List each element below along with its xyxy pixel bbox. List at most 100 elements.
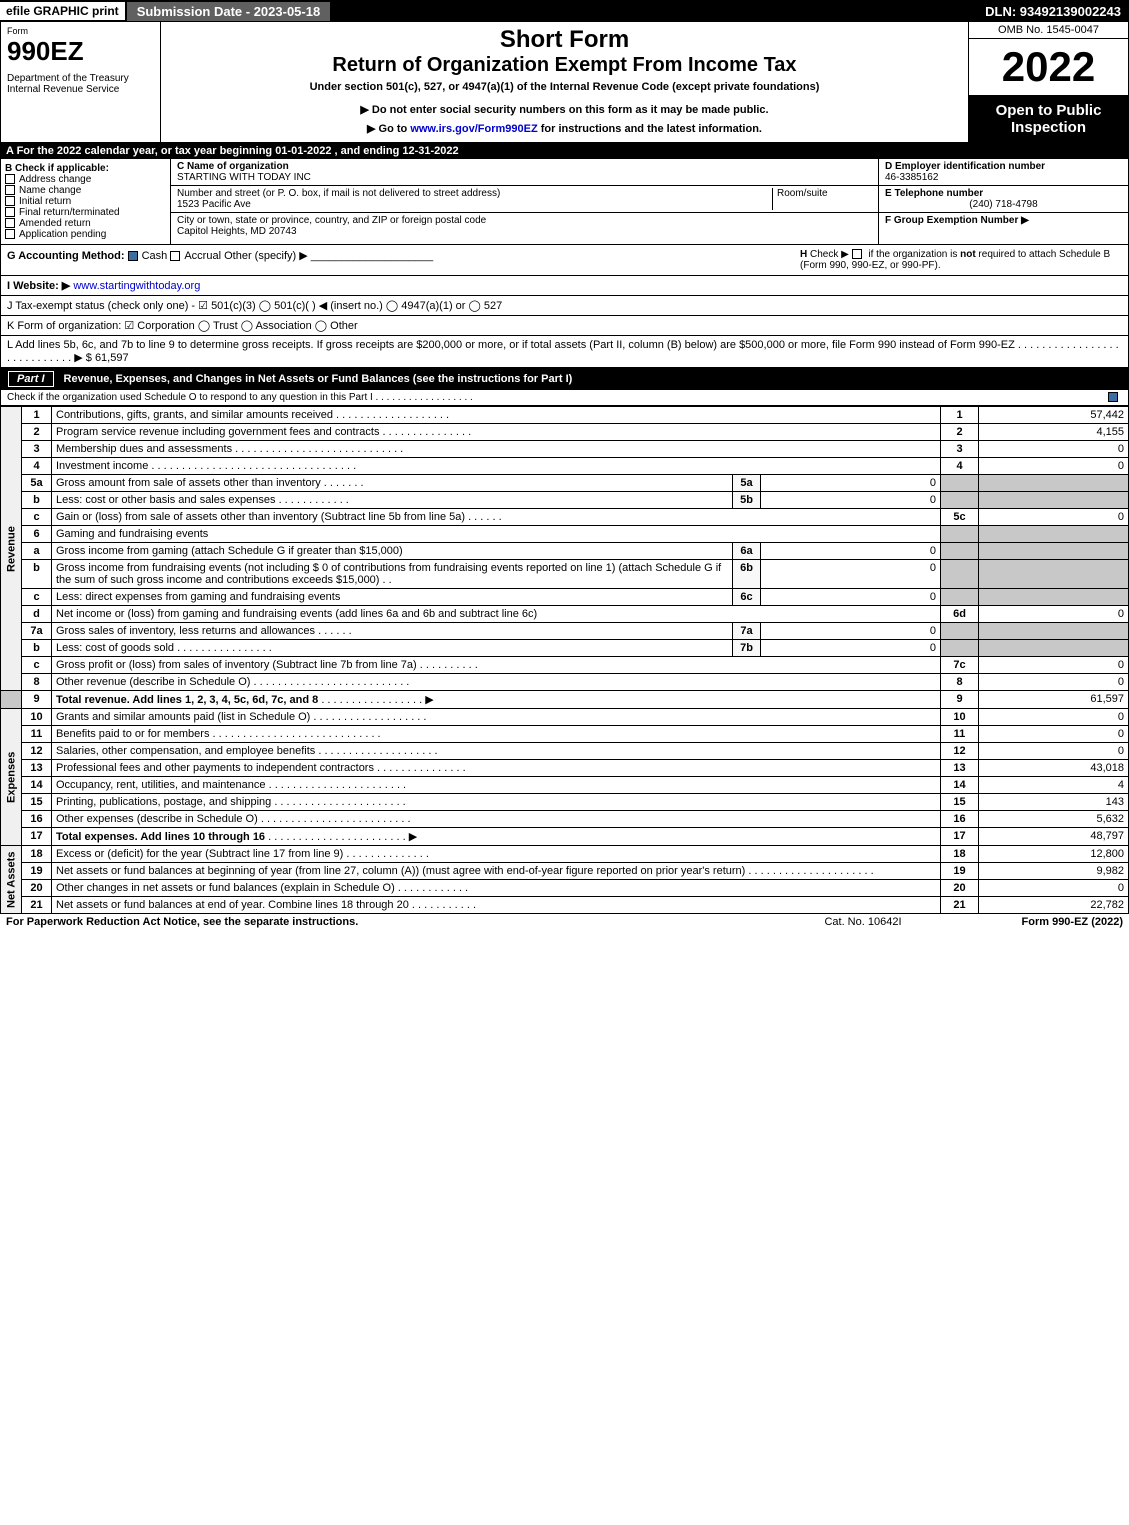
l7a-shade [941, 623, 979, 640]
part1-sub-text: Check if the organization used Schedule … [7, 392, 473, 403]
l13-r: 13 [941, 760, 979, 777]
l17-v: 48,797 [979, 828, 1129, 846]
street-val: 1523 Pacific Ave [177, 199, 772, 210]
l11-num: 11 [22, 726, 52, 743]
note2-post: for instructions and the latest informat… [538, 123, 762, 135]
l5b-in: 5b [733, 492, 761, 509]
org-name: STARTING WITH TODAY INC [177, 172, 872, 183]
l5b-shade2 [979, 492, 1129, 509]
l15-desc: Printing, publications, postage, and shi… [56, 796, 271, 808]
chk-final-return[interactable]: Final return/terminated [5, 207, 166, 218]
l9-v: 61,597 [979, 691, 1129, 709]
chk-address-change[interactable]: Address change [5, 174, 166, 185]
l21-desc: Net assets or fund balances at end of ye… [56, 899, 409, 911]
irs-link[interactable]: www.irs.gov/Form990EZ [410, 123, 537, 135]
l18-r: 18 [941, 846, 979, 863]
part1-tag: Part I [8, 371, 54, 387]
l5a-shade [941, 475, 979, 492]
top-bar: efile GRAPHIC print Submission Date - 20… [0, 0, 1129, 22]
l7a-iv: 0 [761, 623, 941, 640]
c-label: C Name of organization [177, 161, 872, 172]
l2-num: 2 [22, 424, 52, 441]
l6a-shade [941, 543, 979, 560]
f-label: F Group Exemption Number ▶ [885, 215, 1122, 226]
l7a-desc: Gross sales of inventory, less returns a… [56, 625, 315, 637]
street-label: Number and street (or P. O. box, if mail… [177, 188, 772, 199]
l1-desc: Contributions, gifts, grants, and simila… [56, 409, 333, 421]
section-j: J Tax-exempt status (check only one) - ☑… [0, 296, 1129, 316]
form-number: 990EZ [7, 36, 154, 67]
l12-desc: Salaries, other compensation, and employ… [56, 745, 315, 757]
l9-r: 9 [941, 691, 979, 709]
chk-h[interactable] [852, 249, 862, 259]
l6b-iv: 0 [761, 560, 941, 589]
l6d-num: d [22, 606, 52, 623]
l17-r: 17 [941, 828, 979, 846]
l10-r: 10 [941, 709, 979, 726]
cash-label: Cash [142, 250, 168, 262]
l5a-shade2 [979, 475, 1129, 492]
phone-val: (240) 718-4798 [885, 199, 1122, 210]
l9-num: 9 [22, 691, 52, 709]
section-i: I Website: ▶ www.startingwithtoday.org [0, 276, 1129, 296]
paperwork-notice: For Paperwork Reduction Act Notice, see … [6, 916, 358, 928]
l6b-num: b [22, 560, 52, 589]
chk-cash[interactable] [128, 251, 138, 261]
l6-desc: Gaming and fundraising events [52, 526, 941, 543]
l7a-num: 7a [22, 623, 52, 640]
l14-num: 14 [22, 777, 52, 794]
city-val: Capitol Heights, MD 20743 [177, 226, 872, 237]
l12-v: 0 [979, 743, 1129, 760]
chk-amended-return[interactable]: Amended return [5, 218, 166, 229]
part1-header: Part I Revenue, Expenses, and Changes in… [0, 368, 1129, 390]
l19-r: 19 [941, 863, 979, 880]
col-b-checkboxes: B Check if applicable: Address change Na… [1, 159, 171, 244]
l2-desc: Program service revenue including govern… [56, 426, 379, 438]
side-expenses: Expenses [1, 709, 22, 846]
l17-arrow: ▶ [409, 831, 417, 843]
l5c-v: 0 [979, 509, 1129, 526]
l6a-iv: 0 [761, 543, 941, 560]
l6c-in: 6c [733, 589, 761, 606]
l5c-desc: Gain or (loss) from sale of assets other… [56, 511, 465, 523]
l12-r: 12 [941, 743, 979, 760]
l18-desc: Excess or (deficit) for the year (Subtra… [56, 848, 343, 860]
l15-r: 15 [941, 794, 979, 811]
section-k: K Form of organization: ☑ Corporation ◯ … [0, 316, 1129, 336]
chk-initial-return[interactable]: Initial return [5, 196, 166, 207]
l9-desc: Total revenue. Add lines 1, 2, 3, 4, 5c,… [56, 694, 318, 706]
l6d-r: 6d [941, 606, 979, 623]
l4-num: 4 [22, 458, 52, 475]
l18-v: 12,800 [979, 846, 1129, 863]
l4-desc: Investment income [56, 460, 148, 472]
form-word: Form [7, 26, 154, 36]
chk-schedule-o[interactable] [1108, 392, 1118, 402]
l12-num: 12 [22, 743, 52, 760]
h-note: H Check ▶ if the organization is not req… [792, 249, 1122, 271]
efile-label[interactable]: efile GRAPHIC print [0, 2, 125, 20]
chk-application-pending[interactable]: Application pending [5, 229, 166, 240]
l7b-iv: 0 [761, 640, 941, 657]
e-label: E Telephone number [885, 188, 1122, 199]
website-link[interactable]: www.startingwithtoday.org [73, 280, 200, 292]
l1-r: 1 [941, 407, 979, 424]
l5b-desc: Less: cost or other basis and sales expe… [56, 494, 276, 506]
side-revenue: Revenue [1, 407, 22, 691]
l5a-desc: Gross amount from sale of assets other t… [56, 477, 321, 489]
l7b-in: 7b [733, 640, 761, 657]
l17-desc: Total expenses. Add lines 10 through 16 [56, 831, 265, 843]
l6c-num: c [22, 589, 52, 606]
l4-r: 4 [941, 458, 979, 475]
chk-name-change[interactable]: Name change [5, 185, 166, 196]
col-b-org: C Name of organization STARTING WITH TOD… [171, 159, 878, 244]
l8-num: 8 [22, 674, 52, 691]
l20-num: 20 [22, 880, 52, 897]
l21-r: 21 [941, 897, 979, 914]
part1-sub: Check if the organization used Schedule … [0, 390, 1129, 406]
l5c-num: c [22, 509, 52, 526]
l13-v: 43,018 [979, 760, 1129, 777]
l7b-desc: Less: cost of goods sold [56, 642, 174, 654]
l6c-desc: Less: direct expenses from gaming and fu… [52, 589, 733, 606]
l3-num: 3 [22, 441, 52, 458]
chk-accrual[interactable] [170, 251, 180, 261]
